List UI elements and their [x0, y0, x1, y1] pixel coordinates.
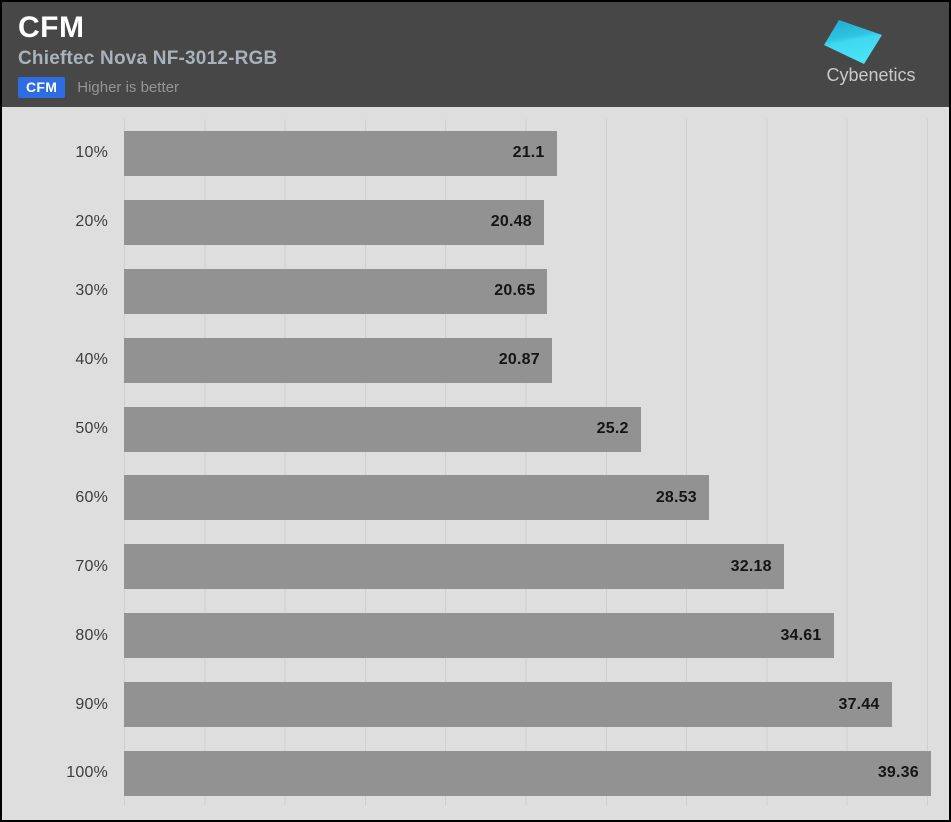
bar: 32.18: [124, 544, 784, 590]
page-title: CFM: [18, 11, 85, 44]
chart-row: 40% 20.87: [2, 326, 949, 395]
badge-row: CFM Higher is better: [18, 76, 933, 98]
value-label: 28.53: [655, 488, 697, 506]
chart-row: 10% 21.1: [2, 119, 949, 188]
chart-row: 20% 20.48: [2, 188, 949, 257]
higher-is-better-note: Higher is better: [77, 78, 179, 96]
chart-row: 100% 39.36: [2, 739, 949, 808]
category-label: 80%: [75, 626, 108, 644]
chart-area: 10% 21.1 20% 20.48 30% 20.65 40% 20.87 50% 25.2 60…: [2, 107, 949, 820]
bar-track: 39.36: [124, 750, 944, 796]
brand-wordmark: Cybenetics: [826, 65, 915, 85]
chart-row: 30% 20.65: [2, 257, 949, 326]
value-label: 37.44: [838, 695, 880, 713]
bar: 20.48: [124, 199, 544, 245]
value-label: 39.36: [877, 764, 919, 782]
bar: 20.65: [124, 268, 548, 314]
value-label: 20.87: [498, 351, 540, 369]
chart-row: 70% 32.18: [2, 532, 949, 601]
bar-track: 34.61: [124, 613, 944, 659]
bar: 28.53: [124, 475, 709, 521]
bar: 39.36: [124, 750, 931, 796]
value-label: 20.48: [490, 213, 532, 231]
device-subtitle: Chieftec Nova NF-3012-RGB: [18, 47, 278, 69]
value-label: 21.1: [512, 144, 545, 162]
bar: 37.44: [124, 682, 892, 728]
bar-track: 28.53: [124, 475, 944, 521]
category-label: 10%: [75, 144, 108, 162]
bar: 34.61: [124, 613, 834, 659]
value-label: 20.65: [494, 282, 536, 300]
bar: 25.2: [124, 406, 641, 452]
cybenetics-logo-icon: Cybenetics: [824, 20, 916, 85]
chart-row: 80% 34.61: [2, 601, 949, 670]
logo-diamond-icon: [824, 20, 882, 64]
chart-row: 90% 37.44: [2, 670, 949, 739]
bar-track: 25.2: [124, 406, 944, 452]
category-label: 40%: [75, 351, 108, 369]
value-label: 32.18: [730, 557, 772, 575]
cybenetics-logo: Cybenetics: [811, 10, 931, 88]
value-label: 34.61: [780, 626, 822, 644]
bar: 20.87: [124, 337, 552, 383]
bar-track: 37.44: [124, 682, 944, 728]
category-label: 60%: [75, 488, 108, 506]
metric-badge: CFM: [18, 76, 66, 98]
bar-track: 20.87: [124, 337, 944, 383]
chart-header: CFM Chieftec Nova NF-3012-RGB CFM Higher…: [2, 2, 949, 107]
category-label: 90%: [75, 695, 108, 713]
bar-track: 21.1: [124, 130, 944, 176]
value-label: 25.2: [596, 420, 629, 437]
chart-row: 60% 28.53: [2, 463, 949, 532]
bar-track: 32.18: [124, 544, 944, 590]
bar-track: 20.48: [124, 199, 944, 245]
bar: 21.1: [124, 130, 557, 176]
category-label: 100%: [66, 764, 108, 782]
category-label: 50%: [75, 420, 108, 437]
category-label: 70%: [75, 557, 108, 575]
category-label: 20%: [75, 213, 108, 231]
bar-track: 20.65: [124, 268, 944, 314]
chart-row: 50% 25.2: [2, 395, 949, 464]
bar-rows: 10% 21.1 20% 20.48 30% 20.65 40% 20.87 50% 25.2 60…: [2, 119, 949, 808]
category-label: 30%: [75, 282, 108, 300]
